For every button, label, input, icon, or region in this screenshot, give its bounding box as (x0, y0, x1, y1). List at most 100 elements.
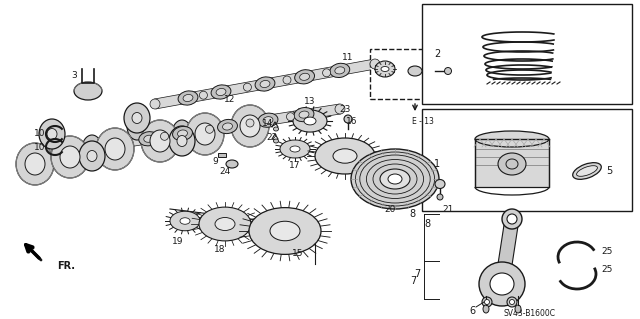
Ellipse shape (304, 117, 316, 125)
Ellipse shape (82, 135, 102, 163)
Ellipse shape (283, 76, 291, 84)
Ellipse shape (177, 130, 188, 137)
Ellipse shape (240, 115, 260, 137)
Ellipse shape (216, 88, 226, 96)
Text: 15: 15 (292, 249, 304, 258)
Ellipse shape (105, 138, 125, 160)
Ellipse shape (335, 104, 345, 114)
Ellipse shape (260, 80, 270, 87)
Text: 7: 7 (414, 269, 420, 279)
Bar (218, 153, 226, 157)
Ellipse shape (173, 126, 193, 141)
Ellipse shape (243, 83, 252, 91)
Text: 22: 22 (266, 132, 278, 142)
Text: 23: 23 (339, 105, 351, 114)
Ellipse shape (330, 63, 349, 78)
Ellipse shape (211, 85, 231, 99)
Ellipse shape (139, 132, 159, 146)
Ellipse shape (502, 209, 522, 229)
Ellipse shape (150, 130, 170, 152)
Text: 10: 10 (35, 143, 45, 152)
Text: 10: 10 (35, 130, 45, 138)
Ellipse shape (127, 112, 147, 140)
Ellipse shape (490, 273, 514, 295)
Text: 13: 13 (304, 97, 316, 106)
Ellipse shape (51, 136, 89, 178)
Ellipse shape (226, 160, 238, 168)
Ellipse shape (388, 174, 402, 184)
Polygon shape (495, 218, 519, 285)
Ellipse shape (408, 66, 422, 76)
Ellipse shape (200, 91, 207, 99)
Polygon shape (114, 104, 340, 149)
Text: 12: 12 (224, 94, 236, 103)
Ellipse shape (42, 128, 62, 156)
Text: 8: 8 (424, 219, 430, 229)
Ellipse shape (231, 105, 269, 147)
Ellipse shape (273, 139, 278, 143)
Text: E - 13: E - 13 (412, 116, 434, 125)
Ellipse shape (132, 113, 142, 123)
Ellipse shape (183, 94, 193, 101)
Text: 19: 19 (172, 236, 184, 246)
Ellipse shape (293, 110, 327, 132)
Ellipse shape (74, 82, 102, 100)
Ellipse shape (263, 117, 273, 124)
Ellipse shape (169, 126, 195, 156)
Text: 16: 16 (346, 117, 358, 127)
Ellipse shape (351, 149, 439, 209)
Ellipse shape (482, 297, 492, 307)
Ellipse shape (375, 61, 395, 77)
Ellipse shape (280, 140, 310, 158)
Ellipse shape (186, 113, 224, 155)
Bar (422, 4, 632, 104)
Text: 11: 11 (342, 54, 354, 63)
Ellipse shape (509, 300, 515, 305)
Ellipse shape (199, 207, 251, 241)
Ellipse shape (435, 180, 445, 189)
Ellipse shape (437, 194, 443, 200)
Text: 5: 5 (606, 166, 612, 176)
Ellipse shape (299, 111, 309, 118)
Ellipse shape (195, 123, 215, 145)
Ellipse shape (255, 77, 275, 91)
Text: 24: 24 (220, 167, 230, 175)
Ellipse shape (507, 214, 517, 224)
Text: 21: 21 (442, 204, 454, 213)
Ellipse shape (177, 136, 187, 146)
Ellipse shape (270, 221, 300, 241)
Ellipse shape (79, 141, 105, 171)
Ellipse shape (484, 300, 490, 305)
Ellipse shape (479, 262, 525, 306)
Text: 17: 17 (289, 161, 301, 170)
Ellipse shape (498, 153, 526, 175)
Text: 6: 6 (469, 306, 475, 316)
Bar (475, 139, 549, 187)
Ellipse shape (170, 211, 200, 231)
Ellipse shape (60, 146, 80, 168)
Ellipse shape (475, 131, 549, 147)
Text: 25: 25 (602, 248, 612, 256)
Ellipse shape (333, 149, 357, 163)
Ellipse shape (47, 129, 57, 139)
Text: 7: 7 (410, 276, 416, 286)
Ellipse shape (507, 297, 517, 307)
Text: 9: 9 (212, 157, 218, 166)
Ellipse shape (258, 113, 278, 127)
Ellipse shape (445, 68, 451, 75)
Text: 20: 20 (384, 204, 396, 213)
Ellipse shape (16, 143, 54, 185)
Bar (370, 49, 460, 99)
Text: FR.: FR. (57, 261, 75, 271)
Ellipse shape (218, 119, 237, 134)
Ellipse shape (294, 108, 314, 122)
Ellipse shape (161, 132, 168, 140)
Ellipse shape (573, 163, 602, 179)
Ellipse shape (141, 120, 179, 162)
Ellipse shape (150, 99, 160, 109)
Ellipse shape (124, 103, 150, 133)
Ellipse shape (39, 119, 65, 149)
Text: 25: 25 (602, 264, 612, 273)
Ellipse shape (483, 305, 489, 313)
Ellipse shape (294, 70, 314, 84)
